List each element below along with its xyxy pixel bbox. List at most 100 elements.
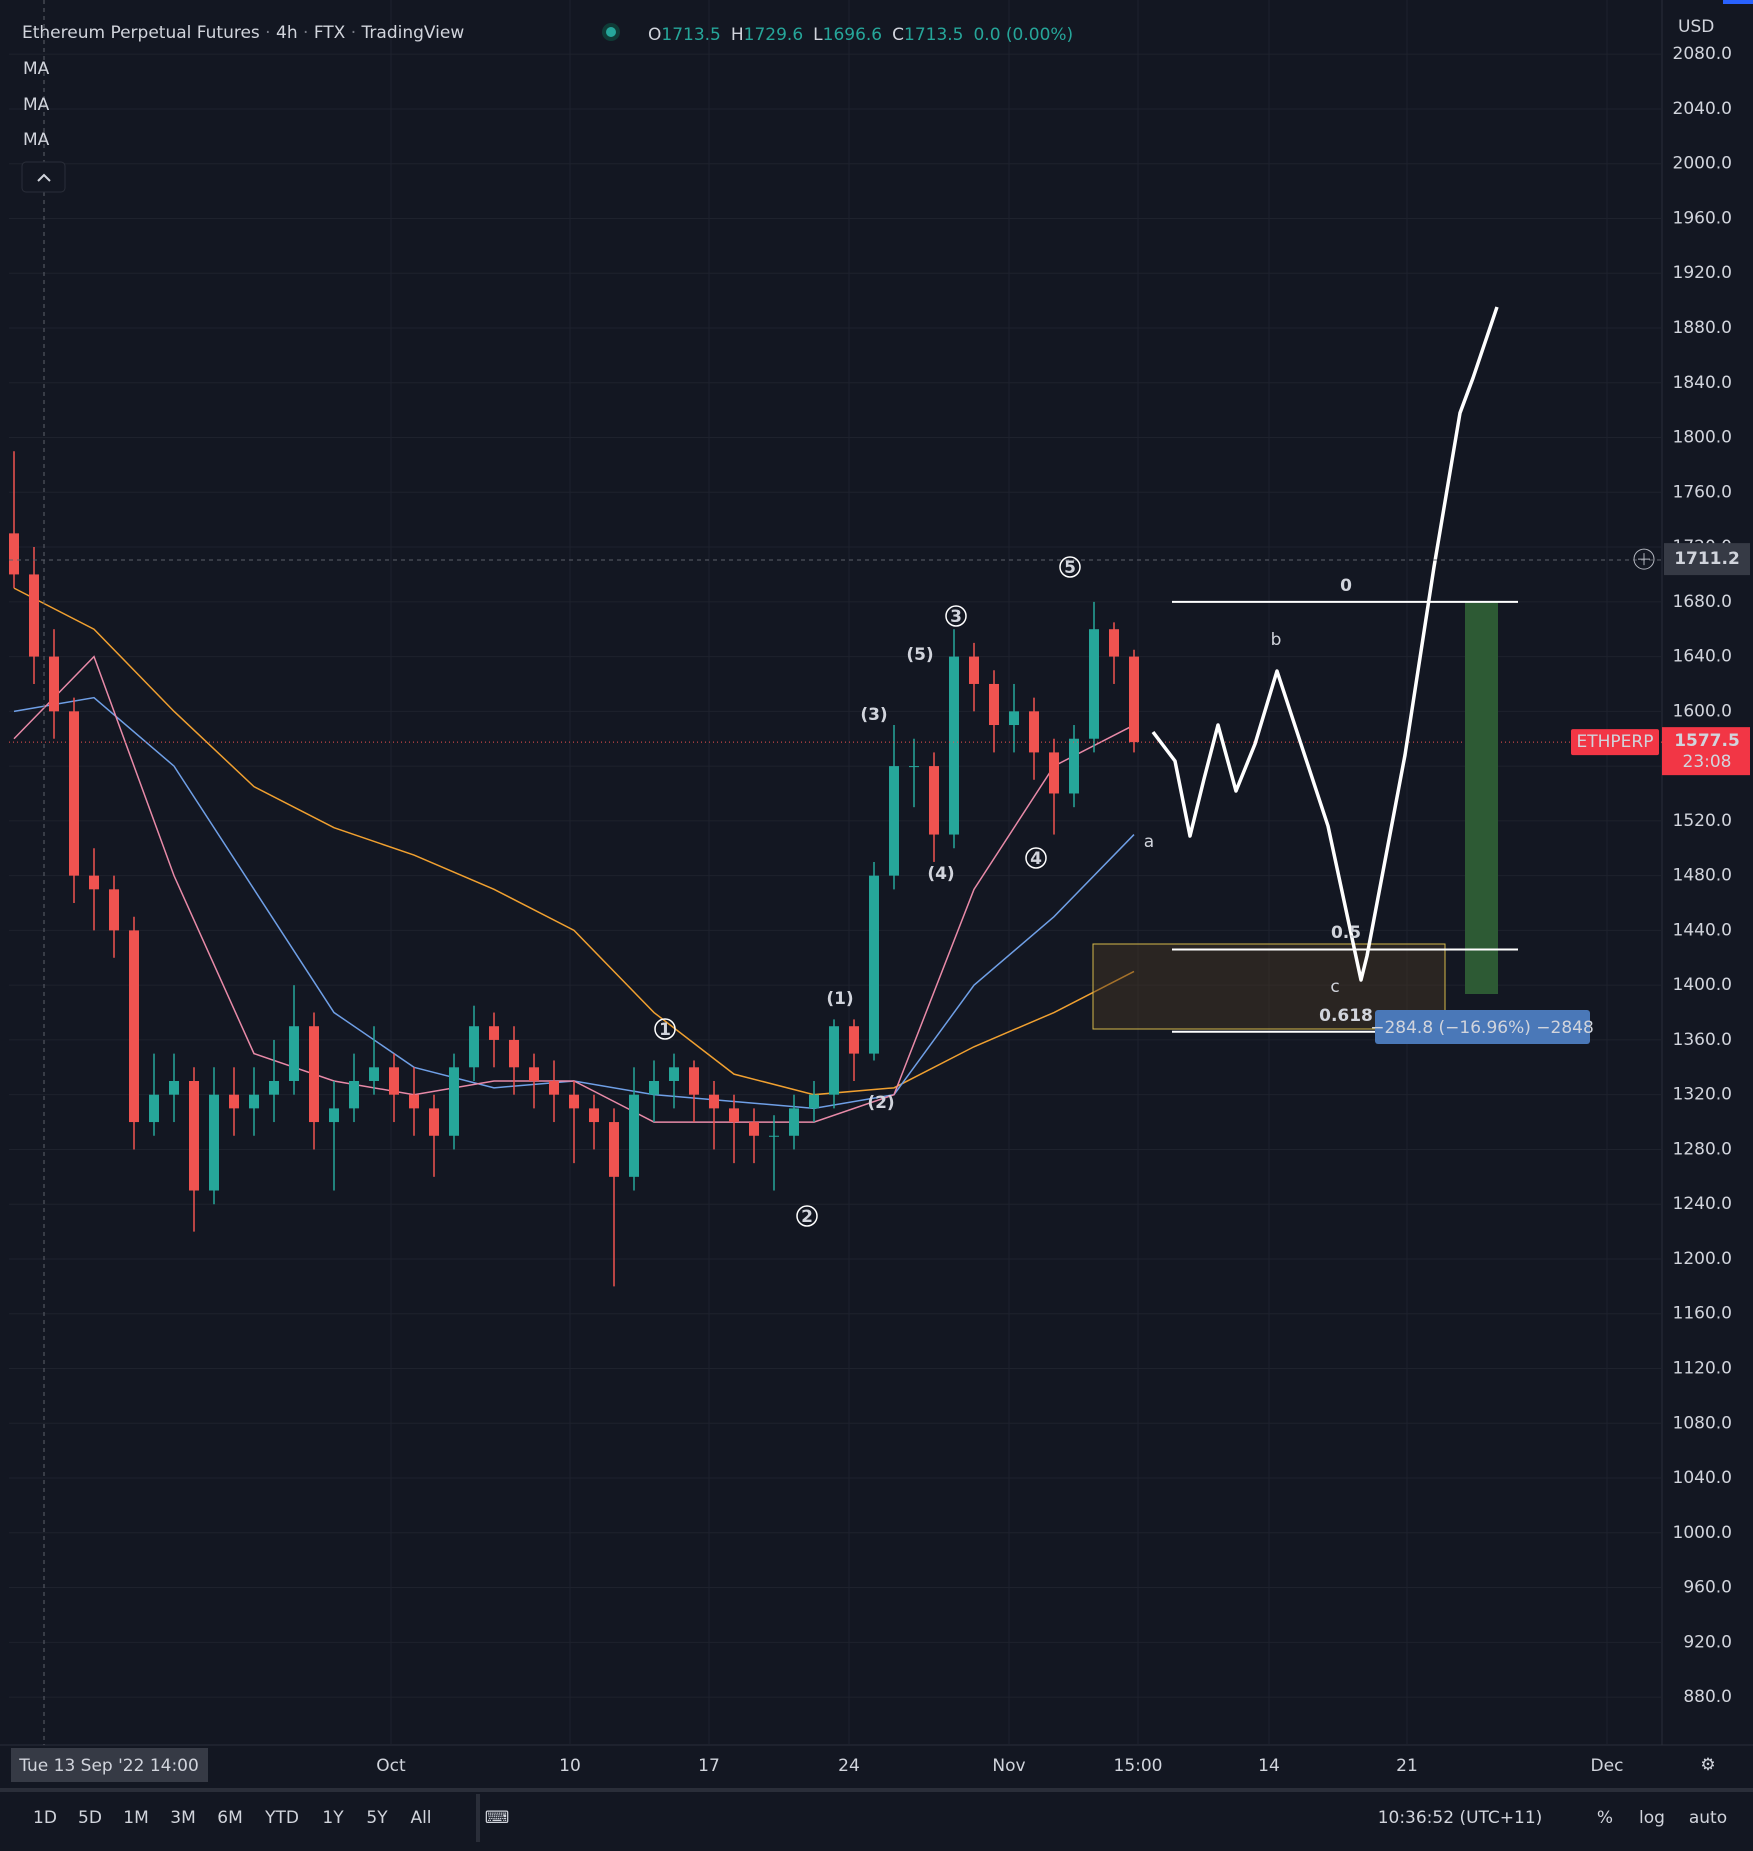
wave-label: 4 (1030, 849, 1042, 869)
candle-body (849, 1026, 859, 1054)
scale-option[interactable]: % (1597, 1808, 1613, 1828)
y-tick-label: 1160.0 (1673, 1304, 1732, 1324)
x-tick-label: 21 (1396, 1756, 1418, 1776)
y-tick-label: 880.0 (1683, 1687, 1732, 1707)
range-button[interactable]: 1M (123, 1808, 148, 1828)
last-price: 1577.5 (1674, 731, 1740, 751)
candle-body (1109, 629, 1119, 657)
y-tick-label: 1240.0 (1673, 1194, 1732, 1214)
candle-body (589, 1108, 599, 1123)
candle-body (1129, 656, 1139, 743)
y-tick-label: 1760.0 (1673, 482, 1732, 502)
y-tick-label: 1520.0 (1673, 811, 1732, 831)
candle-body (449, 1067, 459, 1136)
candle-body (989, 683, 999, 726)
settings-icon[interactable]: ⚙ (1700, 1755, 1715, 1775)
collapse-button[interactable] (21, 161, 66, 193)
candle-body (229, 1094, 239, 1109)
y-tick-label: 1080.0 (1673, 1413, 1732, 1433)
ohlc-value: 1696.6 (823, 25, 882, 45)
range-button[interactable]: All (410, 1808, 431, 1828)
abc-label: c (1330, 977, 1339, 997)
x-tick-label: 10 (559, 1756, 581, 1776)
y-tick-label: 1040.0 (1673, 1468, 1732, 1488)
symbol-label: ETHPERP (1577, 732, 1654, 752)
exchange: FTX (314, 23, 346, 43)
range-button[interactable]: 1Y (322, 1808, 344, 1828)
y-tick-label: 1320.0 (1673, 1085, 1732, 1105)
add-alert-button[interactable] (1633, 548, 1655, 570)
wave-circle (796, 1205, 818, 1227)
accent (1723, 0, 1753, 4)
ohlc-value: 1713.5 (661, 25, 720, 45)
range-button[interactable]: 6M (217, 1808, 242, 1828)
indicator-label[interactable]: MA (23, 130, 50, 150)
candle-body (249, 1094, 259, 1109)
candle-body (689, 1067, 699, 1095)
y-tick-label: 1800.0 (1673, 428, 1732, 448)
overlay: 0 0.5 0.618 1 2 3 4 5 (1) (2) (3) (4) (5) a b c −284.8 (… (11, 543, 1750, 1828)
candle-body (569, 1094, 579, 1109)
fib-label: 0.618 (1319, 1006, 1373, 1026)
candle-body (309, 1026, 319, 1123)
indicator-label[interactable]: MA (23, 95, 50, 115)
candle-body (829, 1026, 839, 1095)
y-tick-label: 1960.0 (1673, 208, 1732, 228)
x-tick-label: 24 (838, 1756, 860, 1776)
candle-body (869, 875, 879, 1054)
collapse-icon (37, 173, 51, 182)
y-tick-label: 1400.0 (1673, 975, 1732, 995)
divider (476, 1794, 480, 1842)
range-button[interactable]: 1D (33, 1808, 57, 1828)
candle-body (809, 1094, 819, 1109)
fib-label: 0.5 (1331, 923, 1361, 943)
candle-body (909, 766, 919, 768)
target-box (1465, 602, 1498, 994)
crosshair-price: 1711.2 (1674, 549, 1740, 569)
candle-body (349, 1080, 359, 1109)
currency[interactable]: USD (1678, 17, 1714, 37)
time-tag (11, 1748, 208, 1782)
range-button[interactable]: YTD (264, 1808, 299, 1828)
y-tick-label: 960.0 (1683, 1578, 1732, 1598)
x-tick-label: 15:00 (1114, 1756, 1163, 1776)
separator: · (345, 23, 361, 43)
candle-body (509, 1039, 519, 1068)
candle-body (469, 1026, 479, 1068)
add-alert-icon (1638, 553, 1650, 566)
candle-body (1089, 629, 1099, 739)
candle-body (329, 1108, 339, 1123)
candle-body (269, 1080, 279, 1095)
indicator-label[interactable]: MA (23, 59, 50, 79)
candle-body (209, 1094, 219, 1191)
candle-body (669, 1067, 679, 1081)
x-tick-label: 14 (1258, 1756, 1280, 1776)
range-button[interactable]: 3M (170, 1808, 195, 1828)
scale-option[interactable]: auto (1689, 1808, 1727, 1828)
title: Ethereum Perpetual Futures · 4h · FTX · … (22, 23, 464, 43)
candle-body (1049, 752, 1059, 794)
ohlc-key: C (892, 25, 904, 45)
separator: · (260, 23, 276, 43)
candle-body (489, 1026, 499, 1040)
status-dot (606, 27, 616, 37)
candle-body (1009, 711, 1019, 726)
crosshair-tag (1664, 543, 1750, 576)
scale-option[interactable]: log (1639, 1808, 1665, 1828)
wave-label: 5 (1064, 558, 1076, 578)
candle-body (409, 1094, 419, 1109)
subwave-label: (3) (860, 705, 887, 725)
candle-body (609, 1122, 619, 1177)
interval: 4h (276, 23, 298, 43)
candle-body (729, 1108, 739, 1123)
range-button[interactable]: 5D (78, 1808, 102, 1828)
candle-body (109, 889, 119, 931)
candle-body (189, 1080, 199, 1191)
ohlc-legend: O1713.5 H1729.6 L1696.6 C1713.5 0.0 (0.00%) (648, 25, 1073, 45)
subwave-label: (4) (927, 864, 954, 884)
date-range-icon[interactable]: ⌨ (485, 1808, 510, 1828)
range-button[interactable]: 5Y (366, 1808, 388, 1828)
candle-body (709, 1094, 719, 1109)
y-tick-label: 1840.0 (1673, 373, 1732, 393)
